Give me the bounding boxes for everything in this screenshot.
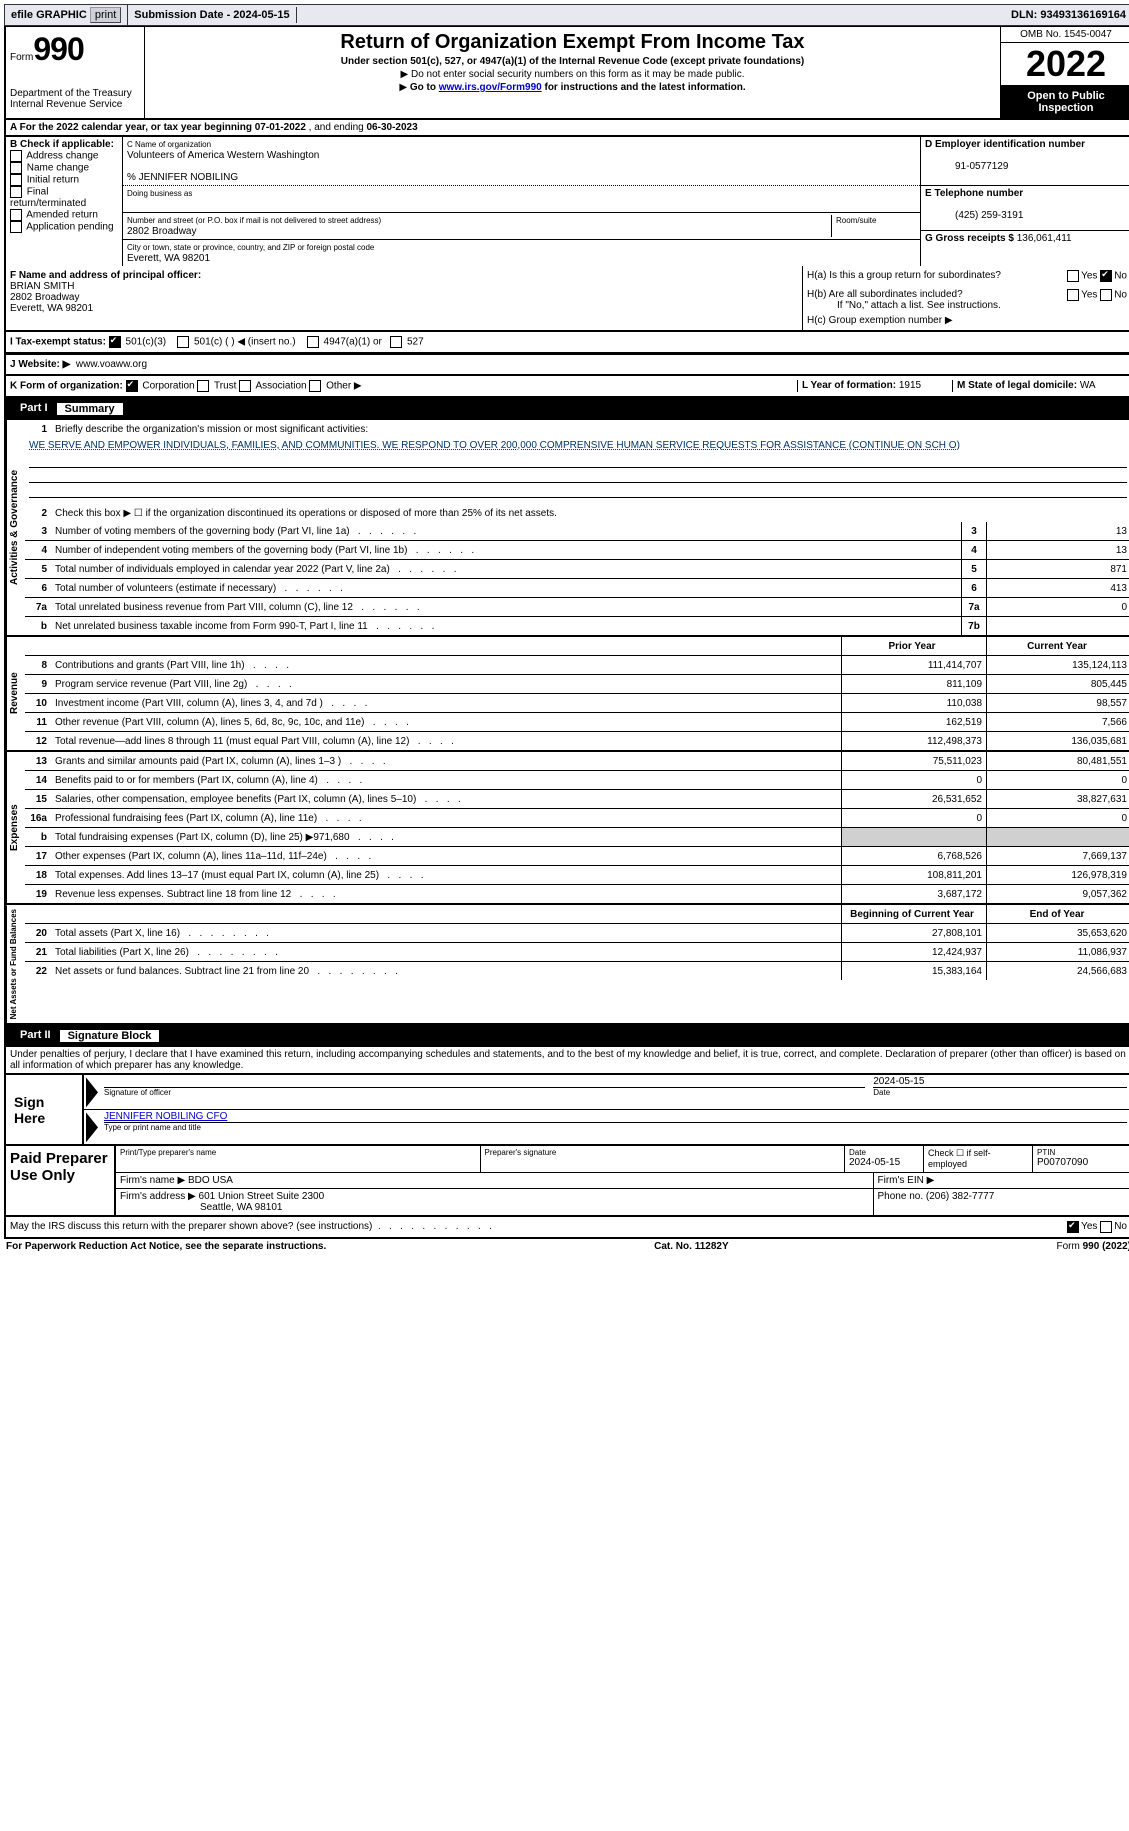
box-c: C Name of organization Volunteers of Ame… xyxy=(122,137,920,266)
revenue-section: Revenue Prior Year Current Year 8Contrib… xyxy=(4,637,1129,752)
checkbox-discuss-yes[interactable] xyxy=(1067,1221,1079,1233)
firm-name: BDO USA xyxy=(188,1175,233,1186)
box-d: D Employer identification number91-05771… xyxy=(920,137,1129,266)
checkbox-527[interactable] xyxy=(390,336,402,348)
care-of: % JENNIFER NOBILING xyxy=(127,172,238,183)
checkbox-501c3[interactable] xyxy=(109,336,121,348)
open-inspection: Open to Public Inspection xyxy=(1001,86,1129,118)
print-button[interactable]: print xyxy=(90,7,121,23)
checkbox[interactable] xyxy=(10,221,22,233)
checkbox-trust[interactable] xyxy=(197,380,209,392)
website: www.voaww.org xyxy=(76,359,147,370)
mission-text: WE SERVE AND EMPOWER INDIVIDUALS, FAMILI… xyxy=(25,438,1129,453)
dept-treasury: Department of the Treasury xyxy=(10,88,140,99)
street-address: 2802 Broadway xyxy=(127,226,197,237)
discuss-row: May the IRS discuss this return with the… xyxy=(4,1217,1129,1239)
dln: DLN: 93493136169164 xyxy=(1005,7,1129,23)
checkbox-corporation[interactable] xyxy=(126,380,138,392)
gross-receipts: 136,061,411 xyxy=(1017,233,1072,244)
city-address: Everett, WA 98201 xyxy=(127,253,210,264)
arrow-icon xyxy=(86,1112,98,1142)
expenses-section: Expenses 13Grants and similar amounts pa… xyxy=(4,752,1129,905)
dept-irs: Internal Revenue Service xyxy=(10,99,140,110)
section-fgh: F Name and address of principal officer:… xyxy=(4,266,1129,332)
form-label: Form xyxy=(10,52,33,63)
checkbox-association[interactable] xyxy=(239,380,251,392)
checkbox[interactable] xyxy=(10,174,22,186)
checkbox-4947[interactable] xyxy=(307,336,319,348)
tax-year: 2022 xyxy=(1001,43,1129,86)
page-footer: For Paperwork Reduction Act Notice, see … xyxy=(4,1239,1129,1254)
officer-name: BRIAN SMITH xyxy=(10,281,74,292)
checkbox-other[interactable] xyxy=(309,380,321,392)
officer-printed-name: JENNIFER NOBILING CFO xyxy=(104,1111,227,1122)
submission-date: Submission Date - 2024-05-15 xyxy=(128,7,296,23)
efile-label: efile GRAPHIC print xyxy=(5,5,128,25)
declaration-text: Under penalties of perjury, I declare th… xyxy=(4,1047,1129,1075)
arrow-icon xyxy=(86,1077,98,1107)
irs-link[interactable]: www.irs.gov/Form990 xyxy=(439,82,542,93)
net-assets-section: Net Assets or Fund Balances Beginning of… xyxy=(4,905,1129,1025)
part-2-header: Part II Signature Block xyxy=(4,1025,1129,1047)
phone: (425) 259-3191 xyxy=(925,210,1023,221)
omb-number: OMB No. 1545-0047 xyxy=(1001,27,1129,43)
ein: 91-0577129 xyxy=(925,161,1008,172)
section-j: J Website: ▶ www.voaww.org xyxy=(4,355,1129,376)
section-bcd: B Check if applicable: Address change Na… xyxy=(4,137,1129,266)
sign-here-block: Sign Here Signature of officer 2024-05-1… xyxy=(4,1075,1129,1146)
section-klm: K Form of organization: Corporation Trus… xyxy=(4,376,1129,398)
subtitle-3: Go to www.irs.gov/Form990 for instructio… xyxy=(149,82,996,93)
section-ij: I Tax-exempt status: 501(c)(3) 501(c) ( … xyxy=(4,332,1129,355)
form-number: 990 xyxy=(33,31,83,67)
checkbox[interactable] xyxy=(10,209,22,221)
paid-preparer-block: Paid Preparer Use Only Print/Type prepar… xyxy=(4,1146,1129,1217)
checkbox[interactable] xyxy=(10,162,22,174)
activities-governance: Activities & Governance 1Briefly describ… xyxy=(4,420,1129,637)
checkbox-discuss-no[interactable] xyxy=(1100,1221,1112,1233)
box-b: B Check if applicable: Address change Na… xyxy=(6,137,122,266)
checkbox[interactable] xyxy=(10,186,22,198)
subtitle-2: Do not enter social security numbers on … xyxy=(149,69,996,80)
section-a: A For the 2022 calendar year, or tax yea… xyxy=(4,120,1129,137)
checkbox-501c[interactable] xyxy=(177,336,189,348)
org-name: Volunteers of America Western Washington xyxy=(127,150,319,161)
checkbox[interactable] xyxy=(10,150,22,162)
top-bar: efile GRAPHIC print Submission Date - 20… xyxy=(4,4,1129,26)
form-title: Return of Organization Exempt From Incom… xyxy=(149,31,996,54)
subtitle-1: Under section 501(c), 527, or 4947(a)(1)… xyxy=(149,56,996,67)
part-1-header: Part I Summary xyxy=(4,398,1129,420)
form-header: Form990 Department of the Treasury Inter… xyxy=(4,26,1129,120)
